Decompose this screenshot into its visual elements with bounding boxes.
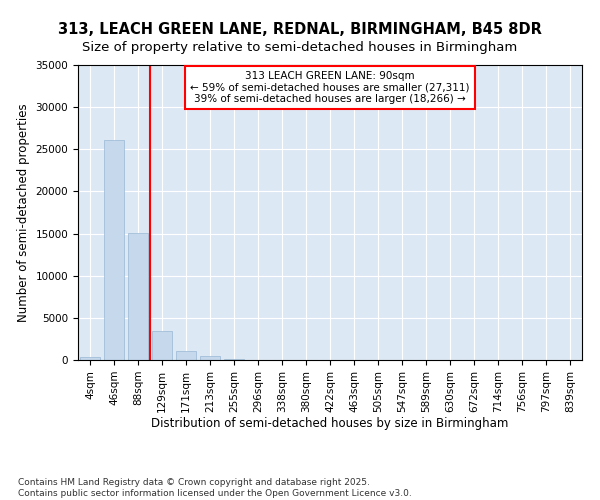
Text: Contains HM Land Registry data © Crown copyright and database right 2025.
Contai: Contains HM Land Registry data © Crown c… — [18, 478, 412, 498]
Bar — [128, 232, 148, 360]
Bar — [152, 332, 172, 360]
Text: Size of property relative to semi-detached houses in Birmingham: Size of property relative to semi-detach… — [82, 41, 518, 54]
Y-axis label: Number of semi-detached properties: Number of semi-detached properties — [17, 103, 30, 322]
Text: 313, LEACH GREEN LANE, REDNAL, BIRMINGHAM, B45 8DR: 313, LEACH GREEN LANE, REDNAL, BIRMINGHA… — [58, 22, 542, 38]
Bar — [176, 350, 196, 360]
Bar — [224, 358, 244, 360]
Bar — [80, 356, 100, 360]
Text: 313 LEACH GREEN LANE: 90sqm
← 59% of semi-detached houses are smaller (27,311)
3: 313 LEACH GREEN LANE: 90sqm ← 59% of sem… — [190, 71, 470, 104]
Bar — [200, 356, 220, 360]
X-axis label: Distribution of semi-detached houses by size in Birmingham: Distribution of semi-detached houses by … — [151, 418, 509, 430]
Bar — [104, 140, 124, 360]
